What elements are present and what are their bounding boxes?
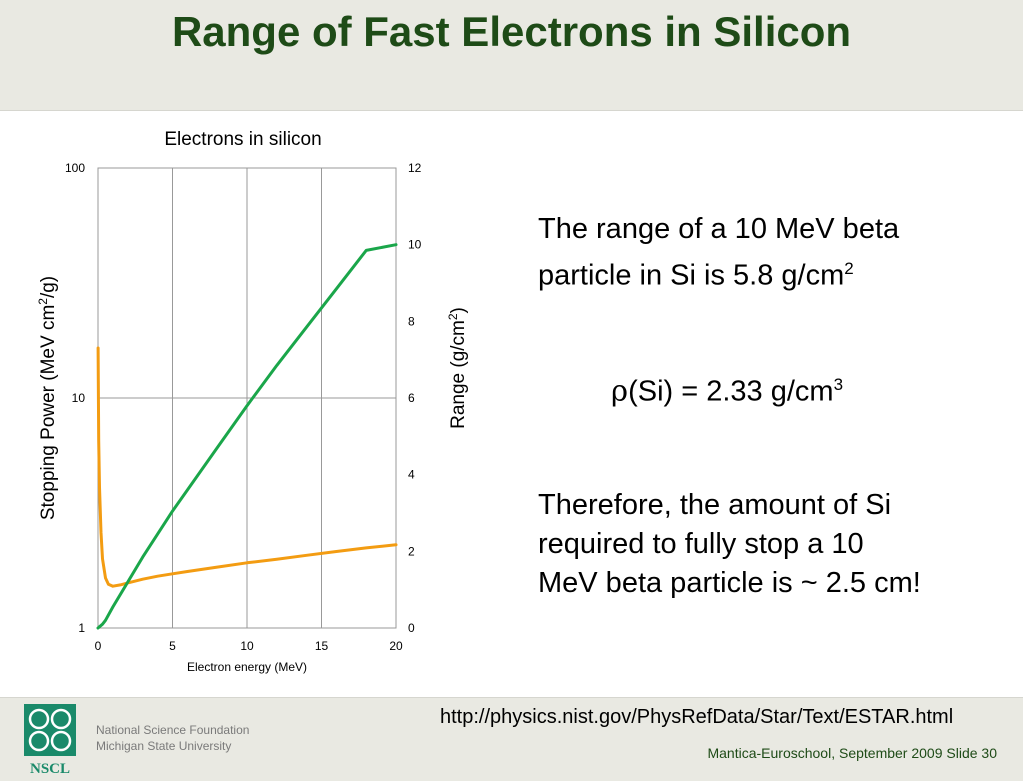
y-right-tick-label: 6 [408, 391, 415, 405]
y-axis-right-label: Range (g/cm2) [446, 307, 469, 429]
y-right-tick-label: 4 [408, 468, 415, 482]
footer-bar [0, 697, 1023, 781]
rho-symbol: ρ [611, 373, 629, 408]
conclusion-statement: Therefore, the amount of Si required to … [538, 486, 921, 603]
y-right-tick-label: 12 [408, 161, 422, 175]
logo-swirl-2 [50, 708, 72, 730]
y-right-tick-label: 0 [408, 621, 415, 635]
y-left-tick-label: 100 [65, 161, 85, 175]
slide-title: Range of Fast Electrons in Silicon [171, 8, 852, 55]
chart-title: Electrons in silicon [164, 129, 321, 150]
y-right-tick-label: 8 [408, 314, 415, 328]
x-axis-label: Electron energy (MeV) [187, 660, 307, 674]
x-tick-label: 15 [315, 639, 329, 653]
conclusion-line-1: Therefore, the amount of Si [538, 489, 892, 521]
conclusion-line-2: required to fully stop a 10 [538, 528, 864, 560]
org-line-2: Michigan State University [96, 739, 232, 753]
source-url[interactable]: http://physics.nist.gov/PhysRefData/Star… [440, 706, 954, 728]
y-right-tick-label: 2 [408, 544, 415, 558]
org-line-1: National Science Foundation [96, 723, 250, 737]
title-bar [0, 0, 1023, 111]
series-group [96, 243, 398, 630]
range-line-2-text: particle in Si is 5.8 g/cm [538, 259, 845, 292]
slide-info: Mantica-Euroschool, September 2009 Slide… [707, 745, 997, 761]
logo-swirl-1 [28, 708, 50, 730]
y-left-tick-label: 10 [72, 391, 86, 405]
x-tick-label: 10 [240, 639, 254, 653]
range-line-2: particle in Si is 5.8 g/cm2 [538, 249, 899, 296]
chart: Electrons in silicon 0 5 10 15 20 1 10 100 0 2 4 6 8… [36, 129, 469, 674]
logo-text: NSCL [30, 761, 70, 776]
range-statement: The range of a 10 MeV beta particle in S… [538, 210, 899, 296]
logo-swirl-3 [28, 730, 50, 752]
y-right-label-main: Range (g/cm [448, 320, 469, 429]
range-sup: 2 [844, 259, 854, 278]
chart-grid [98, 168, 396, 628]
y-left-label-main: Stopping Power (MeV cm [38, 305, 59, 520]
nscl-logo-icon: NSCL [24, 704, 76, 776]
x-tick-label: 20 [389, 639, 403, 653]
range-line [96, 243, 398, 630]
conclusion-line-3: MeV beta particle is ~ 2.5 cm! [538, 567, 921, 599]
stopping-power-line [96, 346, 398, 588]
y-left-label-tail: /g) [38, 276, 59, 298]
y-right-label-sup: 2 [446, 313, 460, 320]
density-sup: 3 [833, 375, 844, 394]
y-right-tick-label: 10 [408, 238, 422, 252]
density-statement: ρ(Si) = 2.33 g/cm3 [611, 365, 843, 412]
density-text: (Si) = 2.33 g/cm [628, 375, 834, 408]
y-right-label-tail: ) [448, 307, 469, 313]
x-tick-label: 0 [95, 639, 102, 653]
tick-labels: 0 5 10 15 20 1 10 100 0 2 4 6 8 10 12 [65, 161, 422, 653]
x-tick-label: 5 [169, 639, 176, 653]
y-axis-left-label: Stopping Power (MeV cm2/g) [36, 276, 59, 520]
logo-swirl-4 [50, 730, 72, 752]
y-left-label-sup: 2 [36, 298, 50, 305]
range-line-1: The range of a 10 MeV beta [538, 213, 900, 245]
y-left-tick-label: 1 [78, 621, 85, 635]
